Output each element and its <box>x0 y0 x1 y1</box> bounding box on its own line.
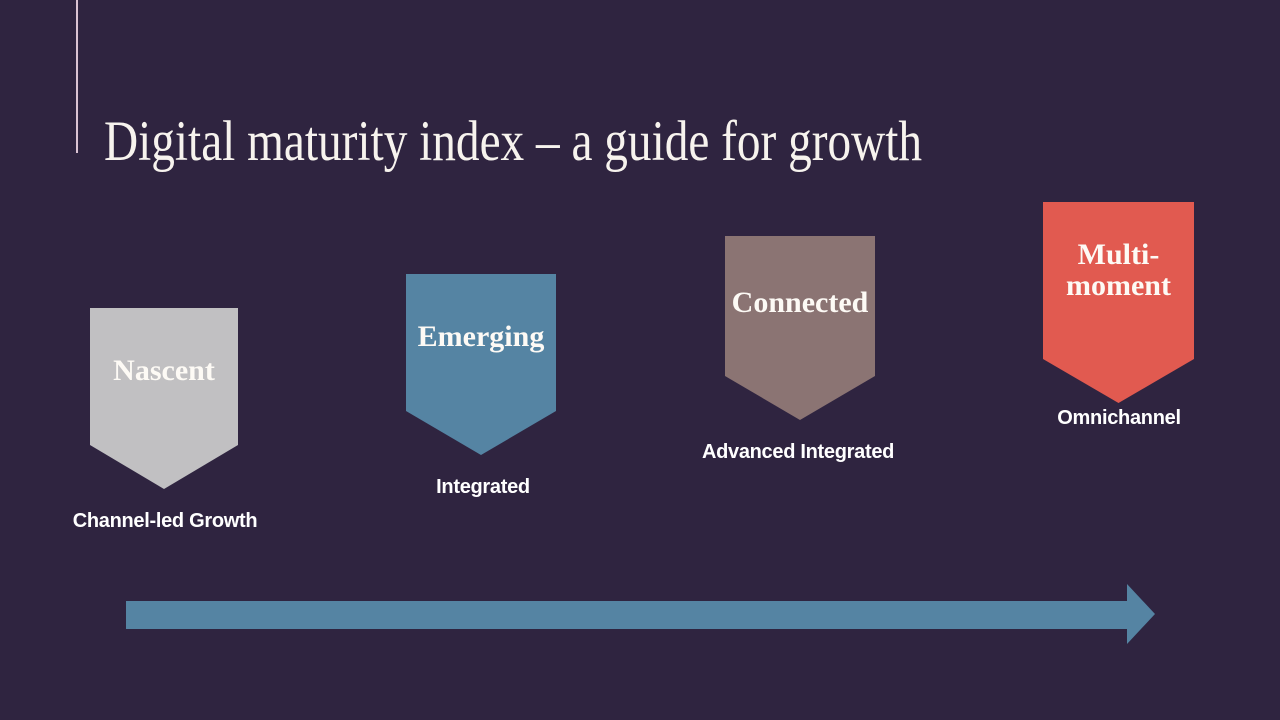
slide-title: Digital maturity index – a guide for gro… <box>104 110 923 173</box>
stage-banner-pennant: Nascent <box>90 308 238 489</box>
stage-label-connected: Advanced Integrated <box>701 441 895 463</box>
stage-label-multi-moment: Omnichannel <box>1057 407 1181 429</box>
stage-label-emerging: Integrated <box>436 476 530 498</box>
stage-name: Connected <box>731 285 869 319</box>
stage-connected: Connected <box>725 236 875 420</box>
stage-banner-pennant: Connected <box>725 236 875 420</box>
growth-arrow <box>126 584 1155 644</box>
stage-label-nascent: Channel-led Growth <box>72 510 258 532</box>
growth-arrow-shape <box>126 584 1155 644</box>
stage-nascent: Nascent <box>90 308 238 489</box>
stage-multi-moment: Multi-moment <box>1043 202 1194 403</box>
stage-name: Emerging <box>417 320 545 354</box>
stage-name: Multi-moment <box>1066 238 1171 302</box>
stage-banner-pennant: Multi-moment <box>1043 202 1194 403</box>
stage-banner-pennant: Emerging <box>406 274 556 455</box>
title-accent-line <box>76 0 78 153</box>
stage-name: Nascent <box>113 353 215 387</box>
stage-emerging: Emerging <box>406 274 556 455</box>
